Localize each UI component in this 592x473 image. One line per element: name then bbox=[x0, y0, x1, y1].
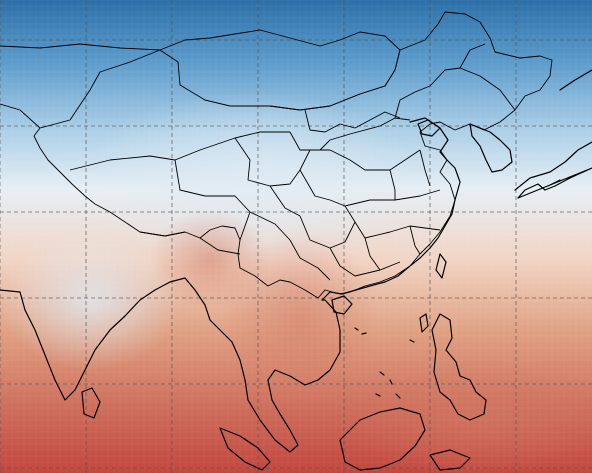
sumatra-coast bbox=[219, 427, 271, 471]
taiwan-coast bbox=[435, 253, 447, 279]
sulawesi-coast bbox=[429, 449, 471, 471]
borneo-coast bbox=[339, 407, 426, 471]
japan-coast bbox=[514, 141, 592, 199]
bohai-bay-coast bbox=[417, 119, 441, 137]
china-province-borders bbox=[69, 43, 516, 281]
indochina-coast bbox=[231, 299, 341, 453]
india-coast bbox=[0, 277, 233, 401]
philippines-coast bbox=[419, 313, 487, 421]
sri-lanka-coast bbox=[81, 387, 101, 419]
kazakhstan-border bbox=[0, 43, 161, 129]
islands-scatter bbox=[354, 327, 415, 399]
hokkaido-coast bbox=[559, 69, 592, 91]
coastlines bbox=[0, 69, 592, 471]
mongolia-border bbox=[159, 29, 401, 111]
china-coast bbox=[321, 117, 461, 301]
hainan-coast bbox=[331, 295, 353, 315]
korea-coast bbox=[469, 123, 513, 173]
